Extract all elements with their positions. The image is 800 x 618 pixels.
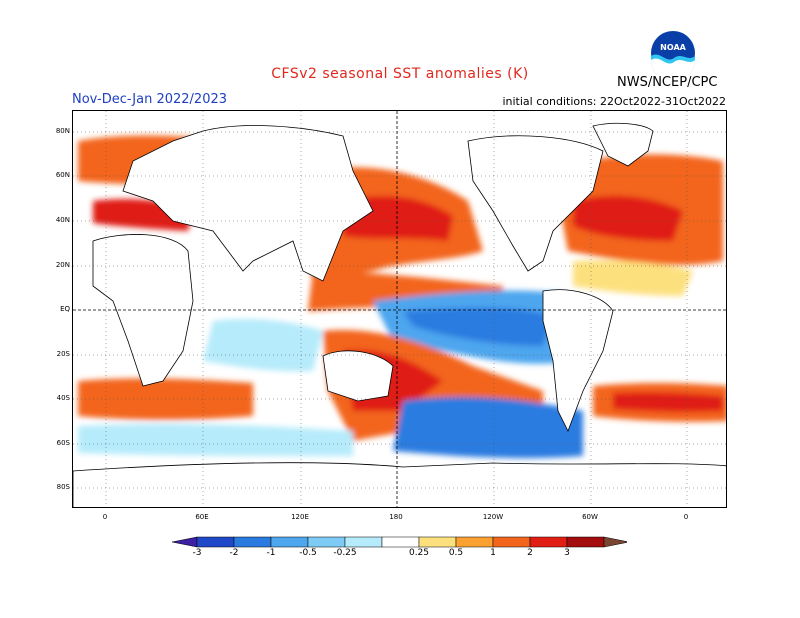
- colorbar-box: [418, 536, 457, 548]
- colorbar: [172, 536, 627, 548]
- lat-label-60n: 60N: [55, 171, 70, 179]
- colorbar-box: [344, 536, 383, 548]
- lon-label-60w: 60W: [582, 513, 598, 521]
- lat-label-40n: 40N: [55, 216, 70, 224]
- lon-label-0: 0: [102, 513, 108, 521]
- colorbar-max-arrow: [603, 536, 627, 548]
- initial-conditions-label: initial conditions: 22Oct2022-31Oct2022: [502, 95, 726, 108]
- lon-label-0-east: 0: [683, 513, 689, 521]
- lat-label-40s: 40S: [56, 394, 70, 402]
- colorbar-tick-label: 0.5: [448, 548, 464, 558]
- season-label: Nov-Dec-Jan 2022/2023: [72, 92, 228, 107]
- lat-label-20s: 20S: [56, 350, 70, 358]
- colorbar-tick-label: -0.25: [333, 548, 357, 558]
- lon-label-120e: 120E: [291, 513, 309, 521]
- map-title: CFSv2 seasonal SST anomalies (K): [271, 66, 529, 82]
- lon-label-60e: 60E: [195, 513, 209, 521]
- colorbar-tick-label: 0.25: [408, 548, 430, 558]
- lat-label-80s: 80S: [56, 483, 70, 491]
- colorbar-box: [233, 536, 272, 548]
- colorbar-box: [196, 536, 235, 548]
- lon-label-120w: 120W: [482, 513, 504, 521]
- lat-label-80n: 80N: [55, 127, 70, 135]
- organization-label: NWS/NCEP/CPC: [617, 75, 718, 90]
- colorbar-tick-label: -1: [266, 548, 276, 558]
- lat-label-20n: 20N: [55, 261, 70, 269]
- colorbar-box: [529, 536, 568, 548]
- colorbar-box: [307, 536, 346, 548]
- colorbar-box: [270, 536, 309, 548]
- colorbar-tick-label: -2: [229, 548, 239, 558]
- colorbar-tick-label: -3: [192, 548, 202, 558]
- colorbar-box: [492, 536, 531, 548]
- lat-label-eq: EQ: [60, 305, 70, 313]
- lat-label-60s: 60S: [56, 439, 70, 447]
- anomaly-field: [78, 135, 726, 459]
- continents: [73, 122, 726, 507]
- colorbar-tick-label: 2: [527, 548, 533, 558]
- colorbar-box: [455, 536, 494, 548]
- noaa-logo-text: NOAA: [660, 43, 686, 52]
- colorbar-tick-label: 1: [490, 548, 496, 558]
- reference-lines: [73, 111, 726, 507]
- sst-anomaly-map: [72, 110, 727, 508]
- colorbar-tick-label: 3: [564, 548, 570, 558]
- lon-label-180: 180: [389, 513, 403, 521]
- colorbar-tick-label: -0.5: [299, 548, 317, 558]
- colorbar-box: [566, 536, 605, 548]
- colorbar-box: [381, 536, 420, 548]
- colorbar-min-arrow: [172, 536, 198, 548]
